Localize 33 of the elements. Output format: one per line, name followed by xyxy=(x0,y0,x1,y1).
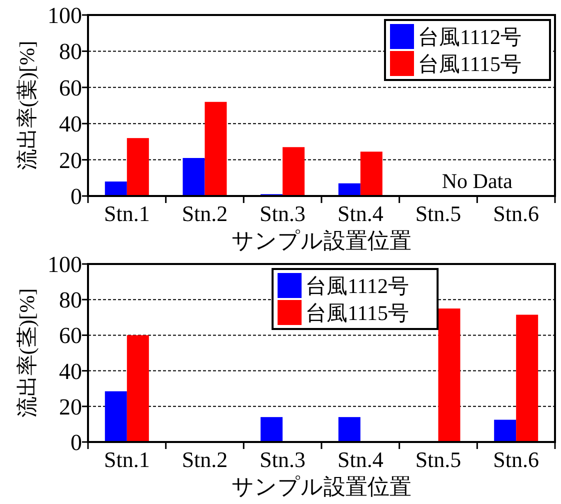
x-tick-label: Stn.6 xyxy=(493,447,540,472)
annotation: No Data xyxy=(442,169,514,193)
y-tick-label: 60 xyxy=(59,323,82,348)
legend-label: 台風1115号 xyxy=(418,52,522,76)
x-axis-title: サンプル設置位置 xyxy=(232,474,412,499)
legend-label: 台風1112号 xyxy=(306,274,410,298)
y-tick-label: 0 xyxy=(70,430,82,455)
y-tick-label: 40 xyxy=(59,112,82,137)
x-tick-label: Stn.2 xyxy=(182,447,228,472)
x-tick-label: Stn.5 xyxy=(415,447,462,472)
y-tick-label: 60 xyxy=(59,75,82,100)
x-tick-label: Stn.6 xyxy=(493,201,540,226)
y-axis-title: 流出率(葉)[%] xyxy=(15,40,39,170)
y-tick-label: 100 xyxy=(48,3,82,28)
y-tick-label: 0 xyxy=(70,184,82,209)
y-tick-label: 80 xyxy=(59,39,82,64)
x-tick-label: Stn.4 xyxy=(337,447,384,472)
x-tick-label: Stn.1 xyxy=(104,447,150,472)
y-tick-label: 20 xyxy=(59,394,82,420)
x-tick-label: Stn.2 xyxy=(182,201,228,226)
x-tick-label: Stn.4 xyxy=(337,201,384,226)
x-tick-label: Stn.1 xyxy=(104,201,150,226)
y-tick-label: 20 xyxy=(59,148,82,173)
x-tick-label: Stn.3 xyxy=(260,447,306,472)
x-tick-label: Stn.5 xyxy=(415,201,462,226)
x-tick-label: Stn.3 xyxy=(260,201,306,226)
legend-label: 台風1115号 xyxy=(306,301,410,325)
x-axis-title: サンプル設置位置 xyxy=(232,228,412,253)
legend-label: 台風1112号 xyxy=(418,25,522,49)
y-tick-label: 40 xyxy=(59,358,82,384)
y-axis-title: 流出率(茎)[%] xyxy=(15,288,39,418)
y-tick-label: 80 xyxy=(59,288,82,313)
y-tick-label: 100 xyxy=(48,252,82,277)
